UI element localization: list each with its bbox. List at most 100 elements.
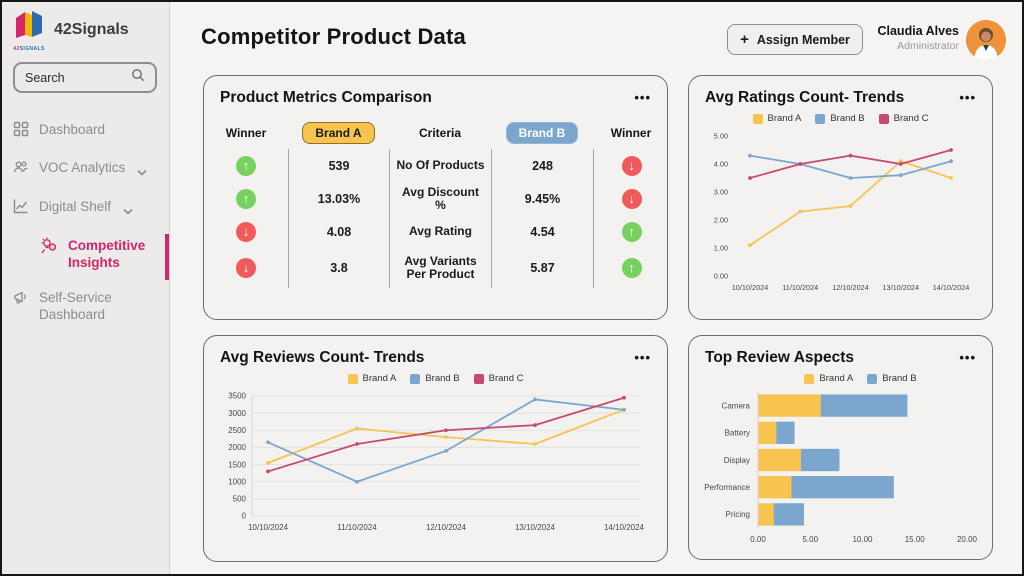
sidebar-item-label: Digital Shelf — [39, 199, 112, 214]
brand-name: 42Signals — [54, 21, 129, 38]
svg-text:2.00: 2.00 — [714, 216, 728, 225]
card-title: Top Review Aspects — [705, 349, 855, 366]
svg-text:1.00: 1.00 — [714, 244, 728, 253]
svg-text:13/10/2024: 13/10/2024 — [882, 283, 919, 292]
svg-text:10/10/2024: 10/10/2024 — [732, 283, 769, 292]
winner-arrow-icon: ↓ — [621, 155, 642, 176]
chevron-down-icon — [137, 163, 147, 180]
legend-label: Brand B — [425, 373, 460, 384]
criteria-label: Avg Variants Per Product — [389, 248, 491, 288]
sidebar-item-self-service-dashboard[interactable]: Self-Service Dashboard — [0, 280, 170, 332]
svg-text:0.00: 0.00 — [714, 272, 728, 281]
svg-text:Display: Display — [724, 456, 750, 465]
svg-text:15.00: 15.00 — [905, 535, 926, 544]
brand-b-value: 248 — [491, 149, 593, 182]
ellipsis-menu-icon[interactable]: ••• — [634, 350, 651, 365]
winner-cell: ↓ — [593, 182, 669, 215]
col-brand-b: Brand B — [491, 117, 593, 149]
sidebar: 42SIGNALS 42Signals Dashboard — [0, 0, 170, 576]
winner-arrow-icon: ↑ — [621, 258, 642, 278]
svg-text:12/10/2024: 12/10/2024 — [832, 283, 869, 292]
svg-text:Camera: Camera — [722, 401, 751, 410]
sidebar-item-label: Self-Service Dashboard — [39, 290, 112, 322]
svg-text:4.00: 4.00 — [714, 160, 728, 169]
assign-member-button[interactable]: + Assign Member — [727, 24, 863, 55]
avatar[interactable] — [966, 20, 1006, 60]
legend-label: Brand C — [893, 113, 929, 124]
svg-text:12/10/2024: 12/10/2024 — [425, 523, 466, 532]
svg-text:1000: 1000 — [228, 477, 246, 486]
legend-label: Brand B — [882, 373, 917, 384]
winner-cell: ↑ — [593, 215, 669, 248]
assign-member-label: Assign Member — [756, 32, 850, 47]
sidebar-item-competitive-insights[interactable]: Competitive Insights — [0, 228, 170, 280]
winner-cell: ↑ — [593, 248, 669, 288]
brand-a-value: 4.08 — [288, 215, 389, 248]
winner-cell: ↑ — [204, 149, 288, 182]
ellipsis-menu-icon[interactable]: ••• — [634, 90, 651, 105]
sidebar-nav: Dashboard VOC Analytics Digital Shelf — [0, 112, 170, 332]
ellipsis-menu-icon[interactable]: ••• — [959, 90, 976, 105]
active-item-indicator — [165, 234, 169, 280]
search-input[interactable] — [25, 70, 131, 85]
42signals-logo-icon — [13, 8, 45, 45]
product-metrics-card: Product Metrics Comparison ••• Winner Br… — [203, 75, 668, 320]
legend-label: Brand A — [362, 373, 397, 384]
card-title: Avg Ratings Count- Trends — [705, 89, 905, 106]
svg-text:11/10/2024: 11/10/2024 — [337, 523, 377, 532]
sidebar-item-label: VOC Analytics — [39, 160, 126, 175]
svg-text:10/10/2024: 10/10/2024 — [247, 523, 288, 532]
search-box[interactable] — [13, 62, 157, 93]
svg-text:500: 500 — [232, 495, 246, 504]
svg-text:3.00: 3.00 — [714, 188, 728, 197]
col-brand-a: Brand A — [288, 117, 389, 149]
winner-arrow-icon: ↓ — [236, 221, 256, 242]
megaphone-icon — [13, 289, 29, 309]
col-winner-left: Winner — [225, 126, 267, 140]
sidebar-item-label: Dashboard — [39, 122, 106, 137]
winner-cell: ↑ — [204, 182, 288, 215]
winner-arrow-icon: ↓ — [236, 258, 256, 278]
user-role: Administrator — [897, 40, 959, 52]
svg-text:Battery: Battery — [725, 429, 750, 438]
svg-text:3500: 3500 — [228, 392, 246, 401]
brand-b-value: 9.45% — [491, 182, 593, 215]
brand: 42SIGNALS 42Signals — [13, 8, 129, 52]
legend-swatch-brand-b — [815, 113, 826, 124]
svg-text:0.00: 0.00 — [750, 535, 766, 544]
brand-b-value: 5.87 — [491, 248, 593, 288]
legend-label: Brand A — [767, 113, 802, 124]
user-name: Claudia Alves — [877, 24, 959, 38]
legend-swatch-brand-b — [410, 373, 421, 384]
svg-text:2000: 2000 — [228, 443, 246, 452]
sidebar-item-dashboard[interactable]: Dashboard — [0, 112, 170, 150]
svg-text:0: 0 — [241, 512, 246, 521]
grid-icon — [13, 121, 29, 141]
chart-legend: Brand A Brand B — [689, 373, 992, 384]
brand-b-value: 4.54 — [491, 215, 593, 248]
winner-arrow-icon: ↑ — [621, 221, 642, 242]
search-icon — [131, 68, 145, 87]
aspects-bar-chart: 0.00 5.00 10.00 15.00 20.00 Camera Battery Disp… — [704, 392, 978, 544]
card-title: Avg Reviews Count- Trends — [220, 349, 425, 366]
criteria-label: Avg Rating — [389, 215, 491, 248]
insights-icon — [40, 237, 58, 259]
legend-label: Brand C — [488, 373, 524, 384]
svg-text:14/10/2024: 14/10/2024 — [933, 283, 970, 292]
ellipsis-menu-icon[interactable]: ••• — [959, 350, 976, 365]
svg-text:10.00: 10.00 — [852, 535, 873, 544]
avg-reviews-card: Avg Reviews Count- Trends ••• Brand A Br… — [203, 335, 668, 562]
sidebar-item-voc-analytics[interactable]: VOC Analytics — [0, 150, 170, 189]
legend-swatch-brand-a — [804, 373, 815, 384]
chart-legend: Brand A Brand B Brand C — [204, 373, 667, 384]
logo-caption: 42SIGNALS — [13, 46, 45, 52]
legend-swatch-brand-c — [473, 373, 484, 384]
legend-swatch-brand-c — [878, 113, 889, 124]
svg-text:Pricing: Pricing — [726, 510, 750, 519]
winner-cell: ↓ — [204, 215, 288, 248]
brand-a-value: 3.8 — [288, 248, 389, 288]
page-title: Competitor Product Data — [201, 24, 466, 49]
sidebar-item-digital-shelf[interactable]: Digital Shelf — [0, 189, 170, 228]
svg-text:11/10/2024: 11/10/2024 — [782, 283, 818, 292]
svg-text:13/10/2024: 13/10/2024 — [514, 523, 555, 532]
